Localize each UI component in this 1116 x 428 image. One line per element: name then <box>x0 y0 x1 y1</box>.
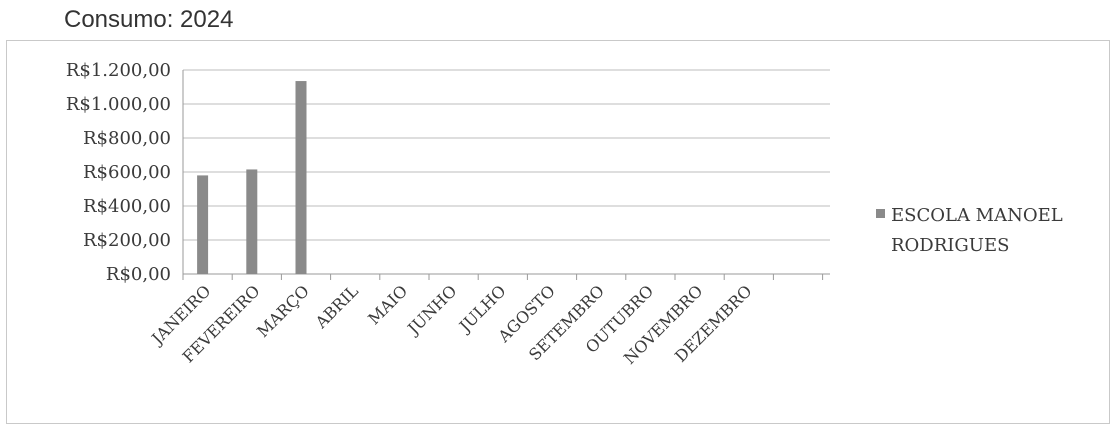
y-tick-label: R$800,00 <box>83 128 171 149</box>
axes <box>182 70 830 280</box>
x-tick-label: JUNHO <box>402 281 460 339</box>
y-tick-label: R$400,00 <box>83 196 171 217</box>
legend-swatch <box>876 209 885 218</box>
gridlines <box>183 69 830 241</box>
bar <box>246 169 258 274</box>
x-tick-label: ABRIL <box>311 281 362 332</box>
chart-frame <box>6 40 1110 424</box>
y-tick-label: R$600,00 <box>83 162 171 183</box>
y-tick-label: R$1.000,00 <box>66 94 171 115</box>
legend: ESCOLA MANOEL RODRIGUES <box>876 205 1063 256</box>
bar <box>197 175 209 274</box>
x-tick-label: MARÇO <box>253 281 313 341</box>
y-tick-labels: R$0,00 R$200,00 R$400,00 R$600,00 R$800,00 R$… <box>66 60 171 285</box>
legend-label-line-1: ESCOLA MANOEL <box>891 205 1063 226</box>
x-tick-label: MAIO <box>364 281 411 328</box>
y-tick-label: R$1.200,00 <box>66 60 171 81</box>
bar <box>295 81 307 274</box>
y-tick-label: R$200,00 <box>83 230 171 251</box>
legend-label-line-2: RODRIGUES <box>891 235 1009 256</box>
page-title: Consumo: 2024 <box>64 6 234 33</box>
bars <box>197 81 307 274</box>
y-tick-label: R$0,00 <box>106 264 171 285</box>
